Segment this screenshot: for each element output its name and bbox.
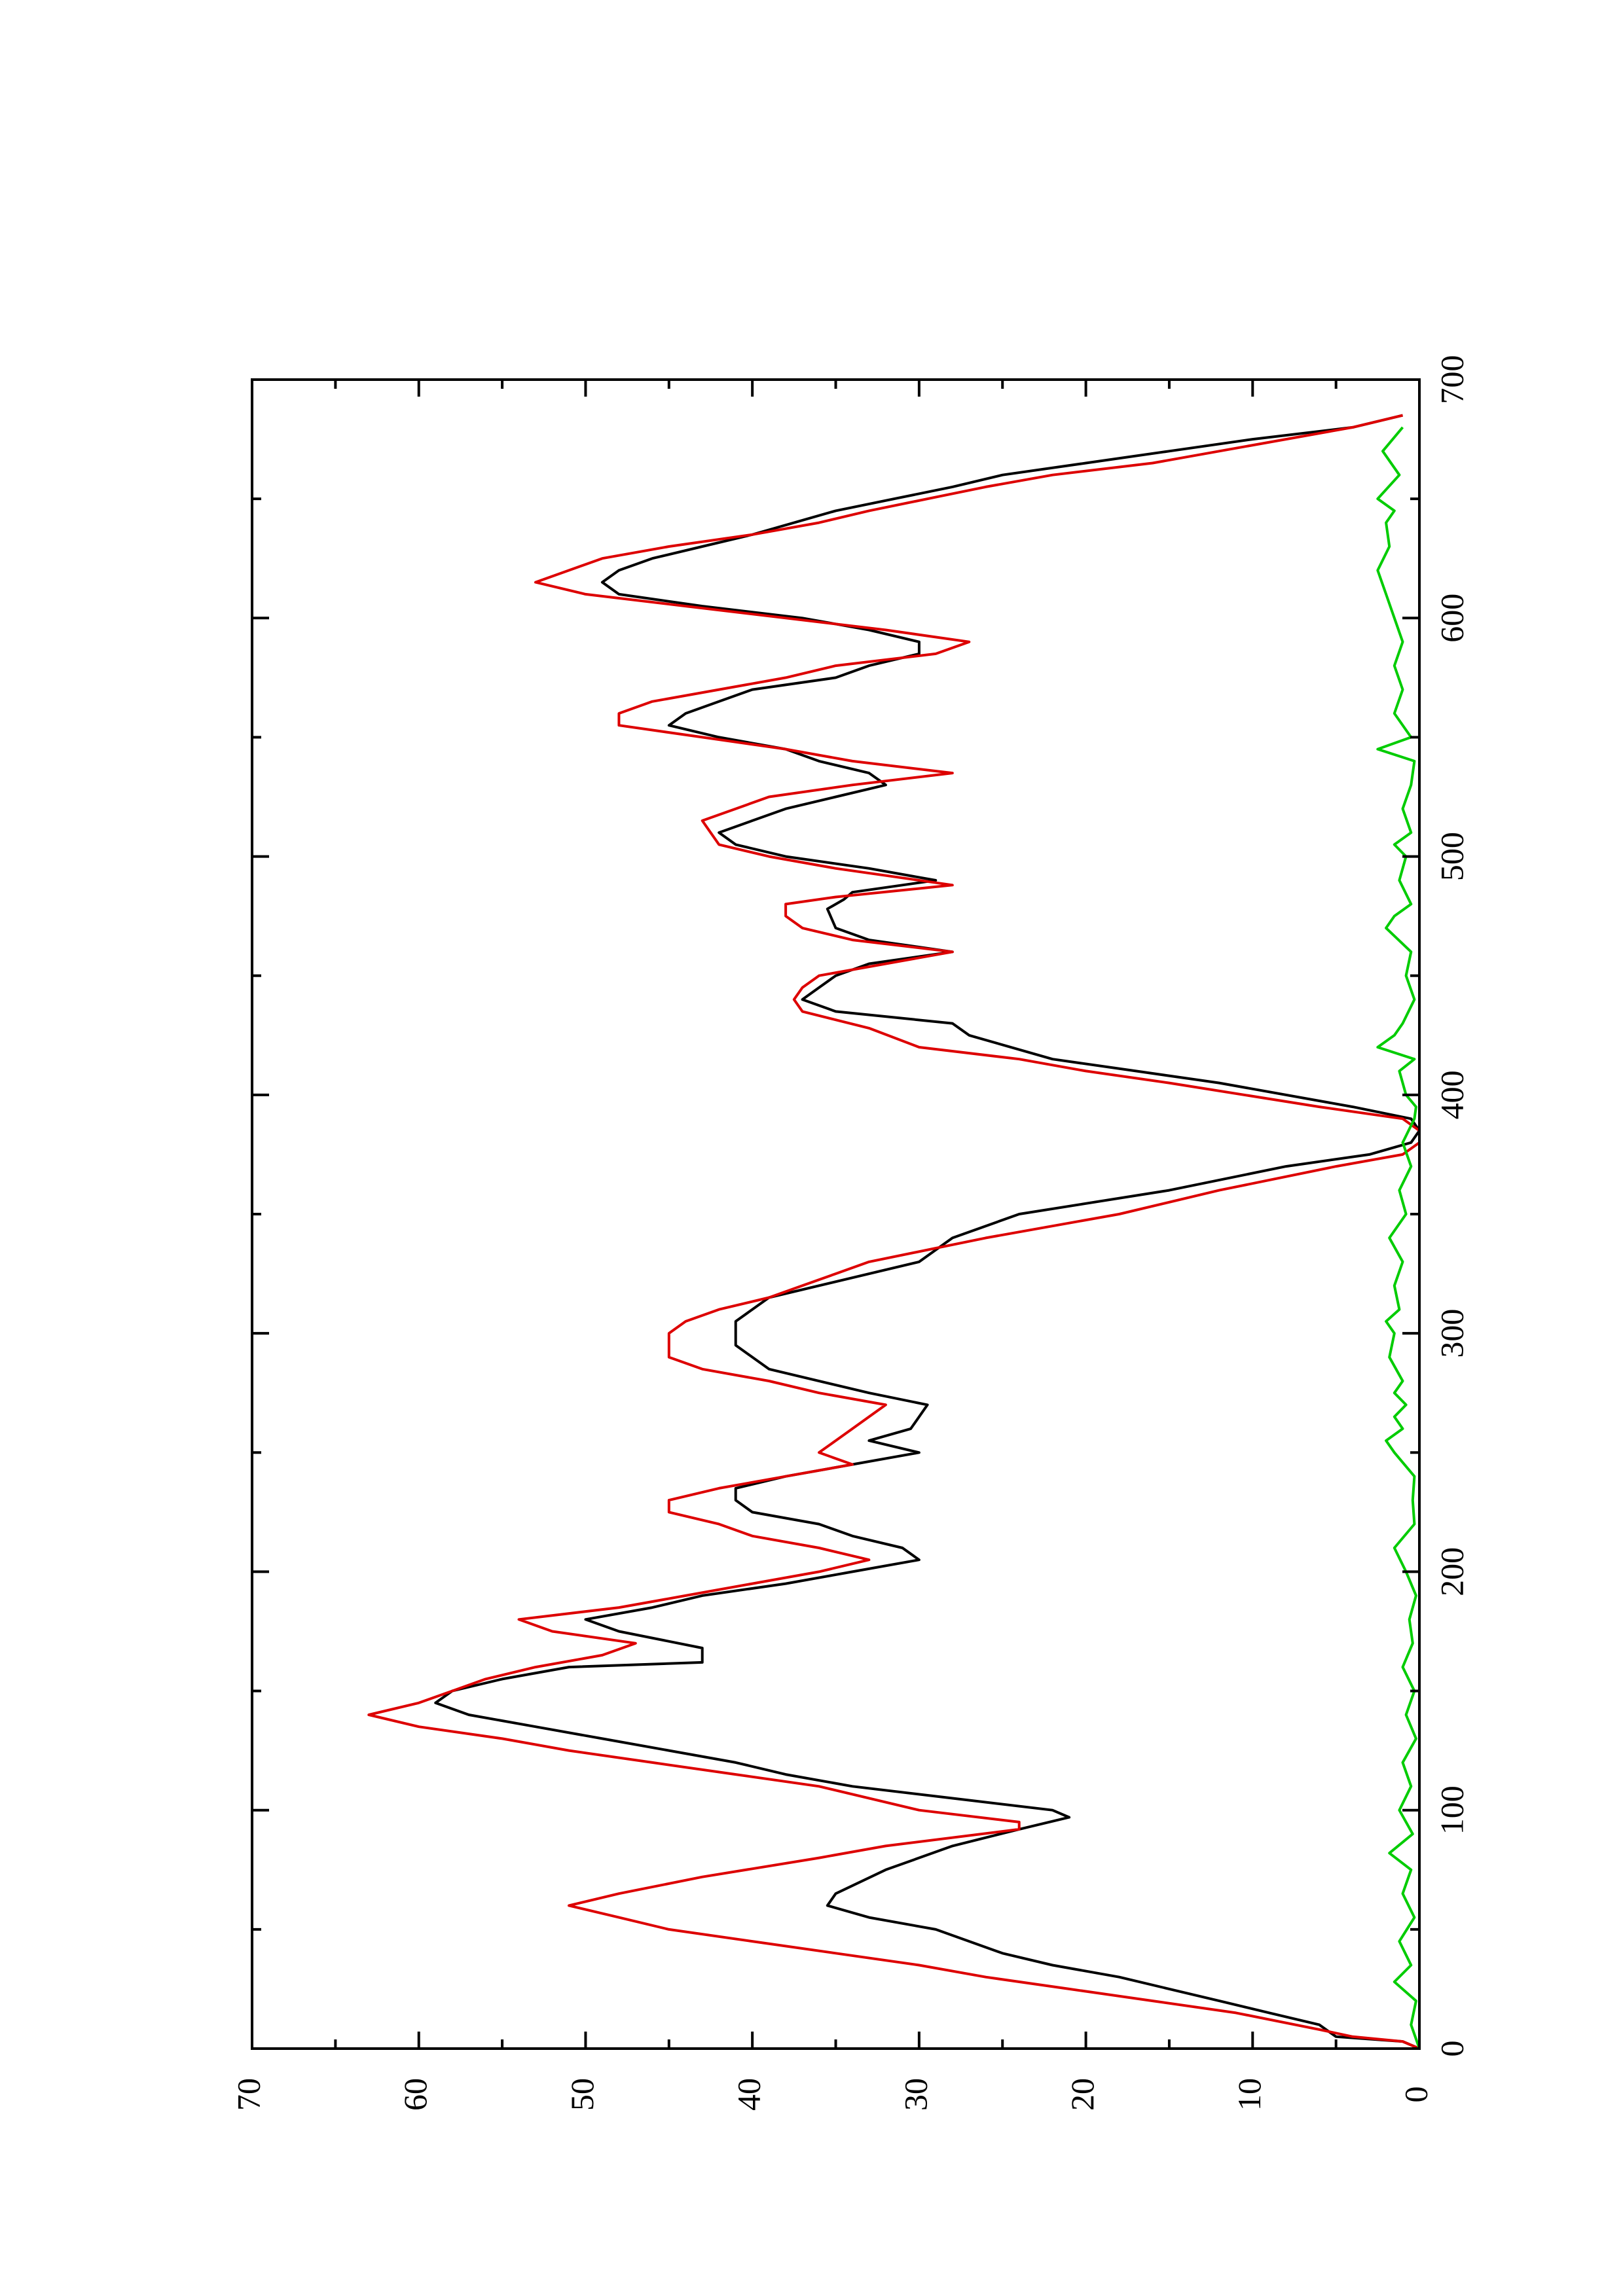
x-tick-label: 0	[1433, 2041, 1470, 2057]
tick-labels: 0 100 200 300 400 500 600 700 0 10 20 30 40 50 60 70	[230, 355, 1470, 2111]
x-tick-label: 600	[1433, 594, 1470, 643]
y-tick-label: 70	[230, 2078, 266, 2111]
x-tick-label: 700	[1433, 355, 1470, 404]
y-tick-label: 10	[1231, 2078, 1267, 2111]
x-tick-label: 100	[1433, 1785, 1470, 1835]
x-tick-label: 500	[1433, 832, 1470, 881]
x-tick-label: 300	[1433, 1309, 1470, 1358]
y-tick-label: 40	[731, 2078, 767, 2111]
y-tick-label: 50	[564, 2078, 600, 2111]
series-line-1	[434, 414, 1421, 2050]
series-line-2	[367, 414, 1421, 2050]
plot-frame	[251, 378, 1421, 2050]
y-tick-label: 0	[1397, 2087, 1434, 2103]
series-line-3	[1376, 426, 1421, 2049]
x-tick-label: 200	[1433, 1547, 1470, 1596]
axis-ticks	[251, 378, 1421, 2050]
y-tick-label: 20	[1064, 2078, 1101, 2111]
y-tick-label: 30	[897, 2078, 934, 2111]
series-lines	[367, 414, 1421, 2050]
y-tick-label: 60	[397, 2078, 433, 2111]
x-tick-label: 400	[1433, 1070, 1470, 1119]
